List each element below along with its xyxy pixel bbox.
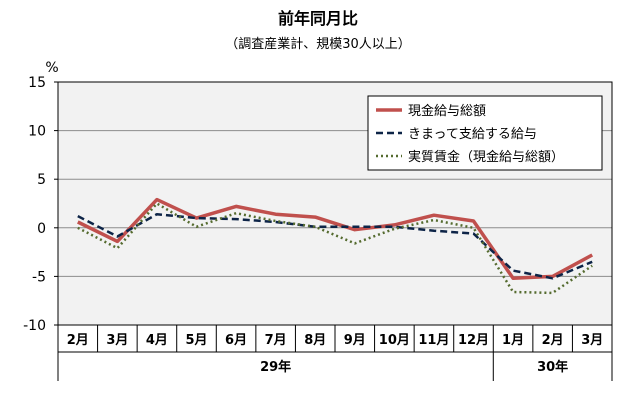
legend-label-1: きまって支給する給与	[408, 127, 537, 142]
x-tick-label: 3月	[581, 333, 603, 348]
x-tick-label: 12月	[458, 333, 489, 348]
x-tick-label: 1月	[502, 333, 524, 348]
y-tick-label: -10	[23, 318, 46, 334]
y-tick-label: 5	[37, 172, 46, 188]
chart-subtitle: （調査産業計、規模30人以上）	[225, 36, 411, 52]
x-tick-label: 2月	[67, 333, 89, 348]
x-tick-label: 7月	[265, 333, 287, 348]
y-tick-label: 0	[37, 221, 46, 237]
series-line-0	[77, 197, 594, 281]
year-label: 30年	[537, 359, 568, 375]
y-axis-ticks: 15 10 5 0 -5 -10	[23, 75, 59, 334]
chart-title: 前年同月比	[278, 9, 358, 28]
y-tick-label: 10	[28, 124, 46, 140]
legend-box	[367, 95, 603, 171]
series-group	[77, 197, 594, 295]
series-line-2	[77, 202, 593, 295]
x-tick-label: 9月	[344, 333, 366, 348]
series-line-1	[77, 212, 593, 280]
x-tick-label: 2月	[542, 333, 564, 348]
x-tick-label: 3月	[106, 333, 128, 348]
y-axis-unit-label: %	[45, 60, 58, 76]
legend-label-0: 現金給与総額	[408, 103, 486, 119]
legend-label-2: 実質賃金（現金給与総額）	[408, 149, 564, 165]
y-tick-label: -5	[32, 269, 46, 285]
x-tick-label: 10月	[379, 333, 410, 348]
category-table: 2月 3月 4月 5月 6月 7月 8月 9月 10月 11月 12月 1月 2月 3月 29年 30年	[57, 325, 613, 381]
legend: 現金給与総額 きまって支給する給与 実質賃金（現金給与総額）	[367, 95, 603, 171]
x-tick-label: 11月	[418, 333, 449, 348]
x-tick-label: 6月	[225, 333, 247, 348]
x-tick-label: 8月	[304, 333, 326, 348]
y-tick-label: 15	[28, 75, 46, 91]
year-label: 29年	[260, 359, 291, 375]
x-tick-label: 4月	[146, 333, 168, 348]
x-tick-label: 5月	[185, 333, 207, 348]
